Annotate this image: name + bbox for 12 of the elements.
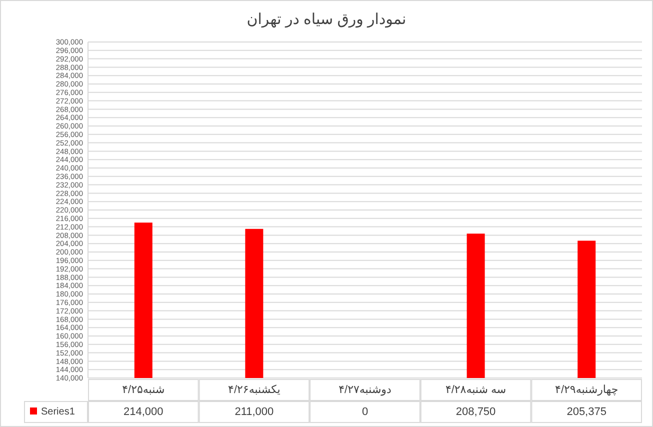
data-label: 211,000 — [234, 406, 274, 418]
chart-title: نمودار ورق سیاه در تهران — [246, 11, 406, 28]
x-tick-label: شنبه۴/۲۵ — [122, 384, 165, 396]
x-tick-label: دوشنبه۴/۲۷ — [338, 384, 392, 396]
text: 0 — [362, 406, 368, 418]
data-label: 205,375 — [566, 406, 606, 418]
data-label: 208,750 — [456, 406, 496, 418]
x-tick-label: چهارشنبه۴/۲۹ — [555, 384, 618, 396]
x-tick-label: یکشنبه۴/۲۶ — [228, 384, 280, 396]
data-label: 214,000 — [124, 406, 164, 418]
legend-label: Series1 — [41, 406, 76, 418]
x-tick-label: سه شنبه۴/۲۸ — [445, 384, 506, 396]
